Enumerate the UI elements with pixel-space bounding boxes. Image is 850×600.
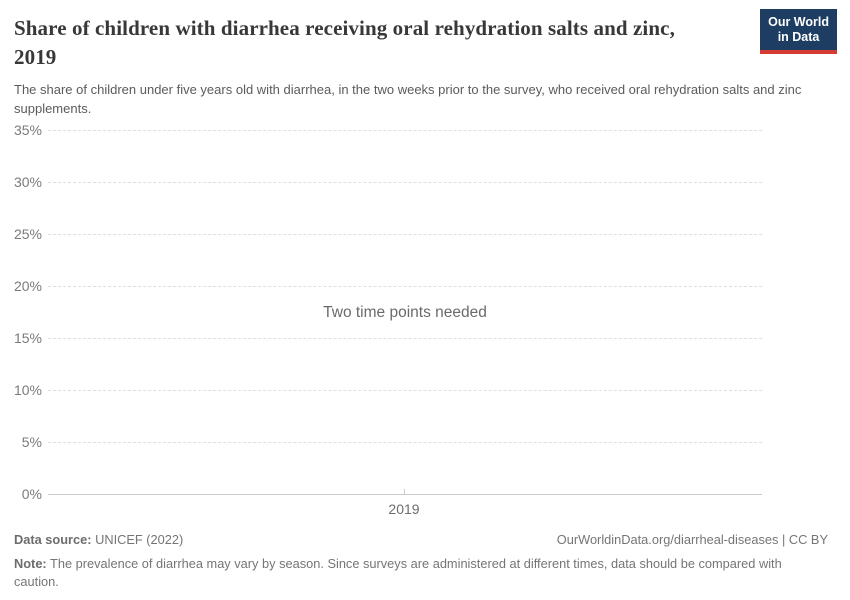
owid-logo[interactable]: Our World in Data <box>760 9 837 54</box>
y-axis-tick-label: 15% <box>13 330 42 346</box>
x-axis-tick-label: 2019 <box>388 501 420 517</box>
y-axis-tick-label: 35% <box>13 122 42 138</box>
chart-footer: Data source: UNICEF (2022) OurWorldinDat… <box>14 531 828 591</box>
plot-area: Two time points needed 2019 35% 30% 25% 20%… <box>0 120 850 530</box>
footer-sources-row: Data source: UNICEF (2022) OurWorldinDat… <box>14 531 828 549</box>
x-axis-tick-mark <box>404 489 405 494</box>
chart-header: Share of children with diarrhea receivin… <box>14 14 836 119</box>
footer-note-label: Note: <box>14 555 47 571</box>
owid-logo-line1: Our World <box>768 15 829 29</box>
owid-logo-line2: in Data <box>777 30 820 44</box>
chart-subtitle: The share of children under five years o… <box>14 81 802 116</box>
page-title: Share of children with diarrhea receivin… <box>14 16 675 69</box>
owid-url-license-link[interactable]: OurWorldinData.org/diarrheal-diseases | … <box>556 532 828 547</box>
empty-chart-message: Two time points needed <box>323 304 487 321</box>
gridline <box>48 234 762 235</box>
gridline <box>48 286 762 287</box>
gridline <box>48 130 762 131</box>
gridline <box>48 442 762 443</box>
data-source-label: Data source: <box>14 532 92 547</box>
gridline <box>48 338 762 339</box>
footer-note: Note: The prevalence of diarrhea may var… <box>14 555 796 591</box>
gridline <box>48 182 762 183</box>
y-axis-tick-label: 20% <box>13 278 42 294</box>
y-axis-tick-label: 25% <box>13 226 42 242</box>
data-source: Data source: UNICEF (2022) <box>14 531 183 549</box>
x-axis-line <box>48 494 762 495</box>
y-axis-tick-label: 5% <box>21 434 42 450</box>
y-axis-tick-label: 30% <box>13 174 42 190</box>
footer-note-text: The prevalence of diarrhea may vary by s… <box>14 555 782 589</box>
data-source-value: UNICEF (2022) <box>95 532 184 547</box>
y-axis-tick-label: 0% <box>21 486 42 502</box>
gridline <box>48 390 762 391</box>
y-axis-tick-label: 10% <box>13 382 42 398</box>
